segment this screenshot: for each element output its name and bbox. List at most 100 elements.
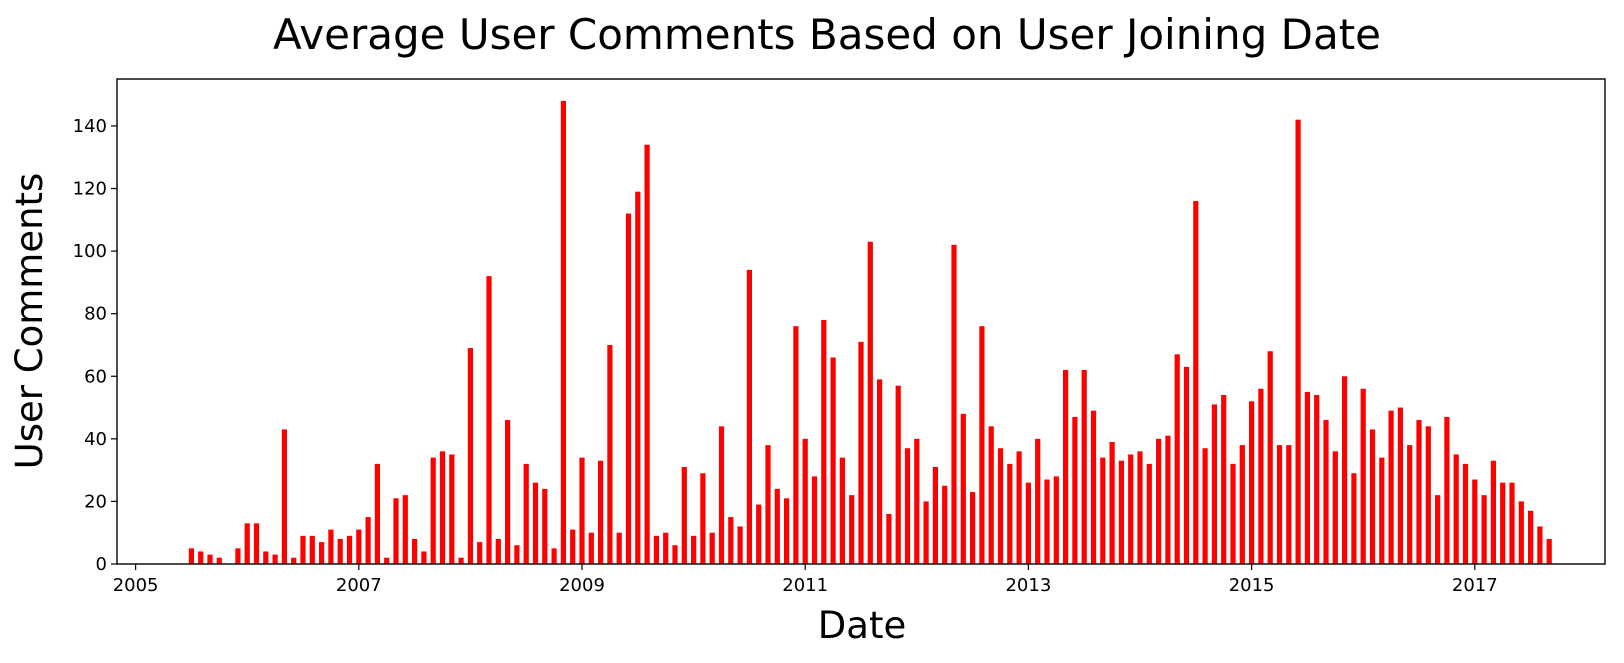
bar bbox=[904, 448, 911, 564]
y-tick-label: 20 bbox=[84, 491, 107, 512]
bar bbox=[1509, 482, 1515, 564]
bar bbox=[849, 495, 855, 564]
bar bbox=[1444, 416, 1450, 564]
bar bbox=[1128, 454, 1134, 564]
bar bbox=[867, 241, 873, 564]
y-axis-label: User Comments bbox=[8, 173, 51, 470]
bar bbox=[1295, 119, 1301, 565]
plot-frame bbox=[116, 78, 1606, 565]
bar bbox=[1425, 426, 1431, 564]
bar bbox=[625, 213, 632, 565]
bar bbox=[709, 532, 715, 564]
bar bbox=[979, 326, 985, 564]
x-tick-label: 2017 bbox=[1452, 575, 1498, 596]
bar bbox=[514, 545, 520, 564]
bar bbox=[374, 463, 380, 564]
bar bbox=[1332, 451, 1338, 564]
bar bbox=[895, 385, 901, 564]
bar bbox=[272, 554, 278, 564]
bar bbox=[1100, 457, 1106, 564]
bar bbox=[728, 517, 734, 564]
bar bbox=[439, 451, 446, 564]
bar bbox=[858, 341, 864, 564]
bar bbox=[346, 535, 353, 564]
bar bbox=[337, 538, 343, 564]
bar bbox=[960, 413, 966, 564]
bar bbox=[1183, 366, 1190, 564]
bar bbox=[328, 529, 334, 564]
bar bbox=[384, 557, 390, 564]
bar bbox=[607, 344, 613, 564]
bar bbox=[1137, 451, 1143, 564]
bar bbox=[430, 457, 436, 564]
bar bbox=[412, 538, 418, 564]
bar bbox=[542, 488, 548, 564]
bar bbox=[653, 535, 659, 564]
y-tick-label: 100 bbox=[73, 241, 107, 262]
bar bbox=[793, 326, 799, 564]
bar bbox=[616, 532, 622, 564]
bar bbox=[1304, 391, 1310, 564]
bar bbox=[570, 529, 576, 564]
bar bbox=[644, 144, 650, 564]
bar bbox=[1053, 476, 1059, 564]
x-axis: 2005 2007 2009 2011 2013 2015 2017 bbox=[113, 564, 1498, 596]
x-tick-label: 2007 bbox=[336, 575, 382, 596]
bar bbox=[746, 269, 752, 564]
bar bbox=[811, 476, 818, 564]
bar bbox=[1490, 460, 1496, 564]
bar bbox=[923, 501, 929, 564]
bar bbox=[1518, 501, 1524, 564]
bar bbox=[1072, 416, 1078, 564]
bar bbox=[467, 348, 473, 564]
bar bbox=[691, 535, 697, 564]
bar bbox=[532, 482, 539, 564]
x-tick-label: 2011 bbox=[782, 575, 828, 596]
bar bbox=[1165, 435, 1171, 564]
bar bbox=[1472, 479, 1478, 564]
bar bbox=[1063, 370, 1069, 564]
bar bbox=[1462, 463, 1469, 564]
bar bbox=[970, 492, 976, 564]
bar bbox=[291, 557, 297, 564]
bar bbox=[477, 542, 483, 564]
bar bbox=[663, 532, 669, 564]
bar bbox=[421, 551, 427, 564]
x-tick-label: 2005 bbox=[113, 575, 159, 596]
bar bbox=[263, 551, 269, 564]
bar bbox=[1500, 482, 1506, 564]
bar bbox=[1118, 460, 1124, 564]
bar bbox=[877, 379, 883, 564]
bar bbox=[1016, 451, 1022, 564]
bar bbox=[579, 457, 585, 564]
bar bbox=[300, 535, 306, 564]
y-tick-label: 80 bbox=[84, 304, 107, 325]
bar bbox=[737, 526, 743, 564]
bar bbox=[914, 438, 920, 564]
bar bbox=[1360, 388, 1366, 564]
bar bbox=[756, 504, 762, 564]
bar bbox=[1230, 463, 1236, 564]
bar bbox=[1221, 395, 1227, 564]
bar bbox=[1156, 438, 1162, 564]
bar bbox=[997, 448, 1004, 564]
bar bbox=[356, 529, 362, 564]
bar bbox=[635, 191, 641, 564]
bar bbox=[784, 498, 790, 564]
bar bbox=[1202, 448, 1208, 564]
bar bbox=[839, 457, 845, 564]
bar bbox=[198, 551, 204, 564]
bar bbox=[281, 429, 287, 564]
bar bbox=[1342, 376, 1348, 564]
bar bbox=[1537, 526, 1543, 564]
y-tick-label: 140 bbox=[73, 116, 107, 137]
bar bbox=[244, 523, 250, 564]
bar bbox=[588, 532, 594, 564]
x-tick-label: 2009 bbox=[559, 575, 605, 596]
x-tick-label: 2013 bbox=[1005, 575, 1051, 596]
bar bbox=[1407, 445, 1413, 564]
bar bbox=[821, 319, 827, 564]
bar bbox=[1528, 510, 1534, 564]
bar bbox=[1453, 454, 1459, 564]
bar bbox=[1007, 463, 1013, 564]
